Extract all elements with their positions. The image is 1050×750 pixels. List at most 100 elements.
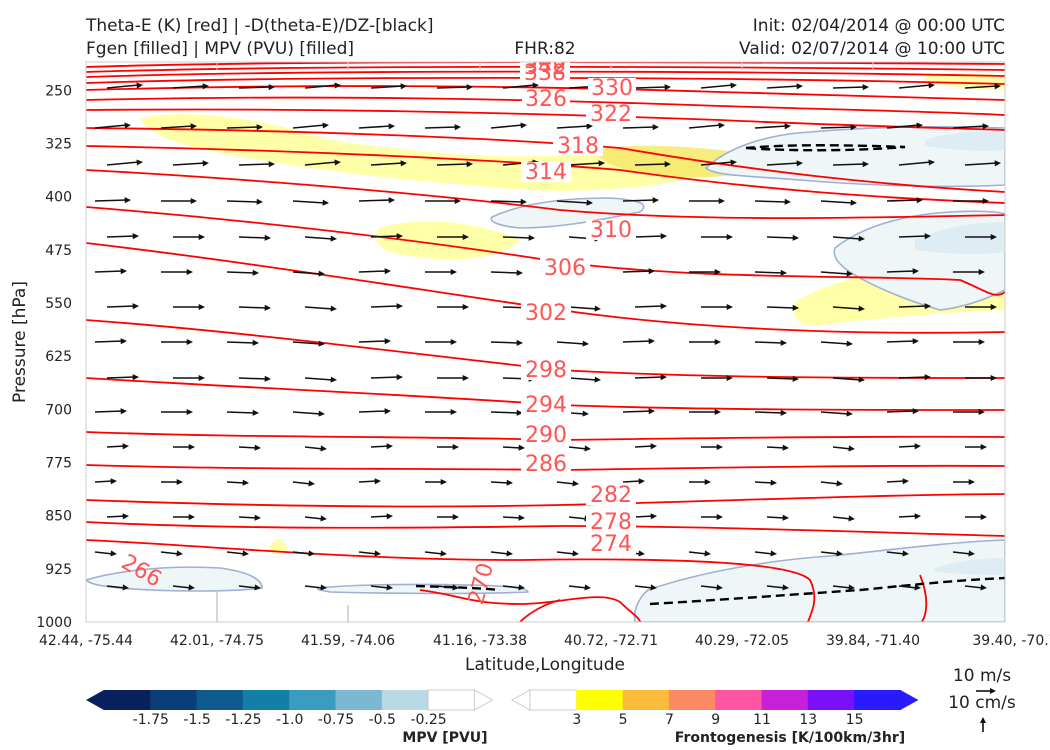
- wind-vector: [556, 341, 586, 345]
- wind-vector-head: [308, 480, 315, 487]
- wind-vector: [238, 163, 272, 166]
- wind-vector-head: [242, 550, 249, 557]
- y-tick-label: 550: [45, 296, 72, 312]
- wind-vector: [832, 306, 862, 310]
- wind-vector-head: [440, 550, 447, 557]
- wind-vector: [304, 236, 334, 240]
- wind-vector-head: [924, 374, 931, 381]
- wind-vector-head: [188, 443, 195, 451]
- wind-vector-head: [770, 479, 777, 486]
- wind-vector: [292, 411, 322, 415]
- wind-vector: [94, 480, 114, 483]
- wind-vector-head: [912, 268, 919, 275]
- wind-vector-head: [784, 123, 791, 130]
- wind-vector: [766, 85, 800, 89]
- wind-vector: [754, 411, 784, 414]
- wind-vector: [622, 199, 656, 202]
- wind-vector-head: [264, 304, 271, 311]
- wind-vector: [700, 84, 734, 89]
- wind-vector-head: [450, 338, 457, 346]
- wind-vector: [226, 481, 246, 484]
- wind-vector-head: [968, 550, 975, 557]
- wind-vector: [424, 126, 458, 129]
- label-290: 290: [525, 423, 567, 448]
- wind-vector-head: [320, 515, 327, 522]
- mpv-fill: [86, 126, 1005, 622]
- wind-vector-head: [782, 514, 789, 521]
- wind-vector: [238, 236, 268, 239]
- wind-vector: [358, 480, 378, 483]
- wind-vector: [766, 585, 786, 589]
- wind-vector-head: [450, 268, 457, 276]
- wind-vector-head: [792, 375, 799, 382]
- wind-vector-head: [110, 478, 117, 485]
- x-tick-label: 40.72, -72.71: [564, 633, 658, 649]
- wind-vector: [832, 163, 866, 166]
- wind-vector: [622, 270, 652, 273]
- wind-vector-head: [516, 339, 523, 346]
- wind-vector: [820, 126, 854, 129]
- wind-vector: [304, 516, 324, 520]
- wind-vector: [898, 445, 918, 448]
- wind-vector: [490, 200, 524, 203]
- wind-vector: [502, 236, 532, 239]
- wind-vector: [886, 124, 920, 129]
- y-tick-label: 475: [45, 243, 72, 259]
- init-time: Init: 02/04/2014 @ 00:00 UTC: [753, 16, 1005, 36]
- wind-vector: [106, 161, 140, 166]
- fgen-colorbar-tick: 9: [711, 712, 720, 728]
- y-axis-label: Pressure [hPa]: [10, 281, 30, 403]
- wind-vector-head: [664, 161, 671, 168]
- wind-vector: [820, 411, 850, 415]
- wind-vector: [898, 84, 932, 89]
- wind-vector: [754, 551, 774, 555]
- wind-vector-head: [386, 513, 393, 520]
- wind-vector-head: [122, 443, 129, 450]
- wind-vector-head: [132, 233, 139, 240]
- mpv-colorbar-extend-low: [86, 690, 104, 710]
- wind-vector-head: [726, 233, 733, 241]
- wind-vector: [370, 305, 400, 308]
- wind-vector: [832, 377, 862, 381]
- wind-vector: [370, 235, 400, 238]
- wind-vector-head: [858, 305, 865, 312]
- wind-vector: [292, 271, 322, 275]
- wind-vector: [238, 306, 268, 309]
- wind-vector: [952, 551, 972, 555]
- wind-vector: [370, 445, 390, 448]
- wind-vector: [160, 125, 194, 129]
- wind-vector-head: [186, 408, 193, 416]
- wind-vector-head: [462, 374, 469, 382]
- label-298: 298: [525, 358, 567, 383]
- wind-vector: [490, 124, 524, 129]
- wind-vector: [226, 271, 256, 274]
- wind-vector: [436, 163, 470, 166]
- wind-vector-head: [782, 584, 789, 591]
- wind-vector: [490, 271, 520, 274]
- wind-vector: [568, 585, 588, 589]
- wind-vector: [304, 161, 338, 166]
- wind-vector-head: [990, 233, 997, 241]
- wind-vector: [754, 200, 788, 203]
- wind-vector-head: [782, 444, 789, 451]
- wind-vector-head: [520, 122, 527, 129]
- wind-vector-head: [726, 303, 733, 311]
- wind-vector: [556, 481, 576, 485]
- wind-vector-head: [396, 303, 403, 310]
- x-tick-label: 40.29, -72.05: [695, 633, 789, 649]
- wind-vector: [634, 376, 664, 379]
- wind-vector-head: [660, 233, 667, 240]
- wind-vector: [238, 377, 268, 380]
- fgen-colorbar-swatch: [715, 690, 762, 710]
- label-322: 322: [590, 102, 632, 127]
- wind-vector: [556, 200, 590, 204]
- wind-vector-head: [924, 233, 931, 240]
- wind-vector: [688, 124, 722, 129]
- fgen-colorbar-swatch: [761, 690, 809, 710]
- wind-vector-head: [902, 550, 909, 557]
- y-tick-label: 325: [45, 137, 72, 153]
- wind-vector-head: [648, 268, 655, 275]
- wind-vector-head: [914, 443, 921, 450]
- wind-vector: [832, 585, 852, 589]
- wind-vector: [754, 341, 784, 344]
